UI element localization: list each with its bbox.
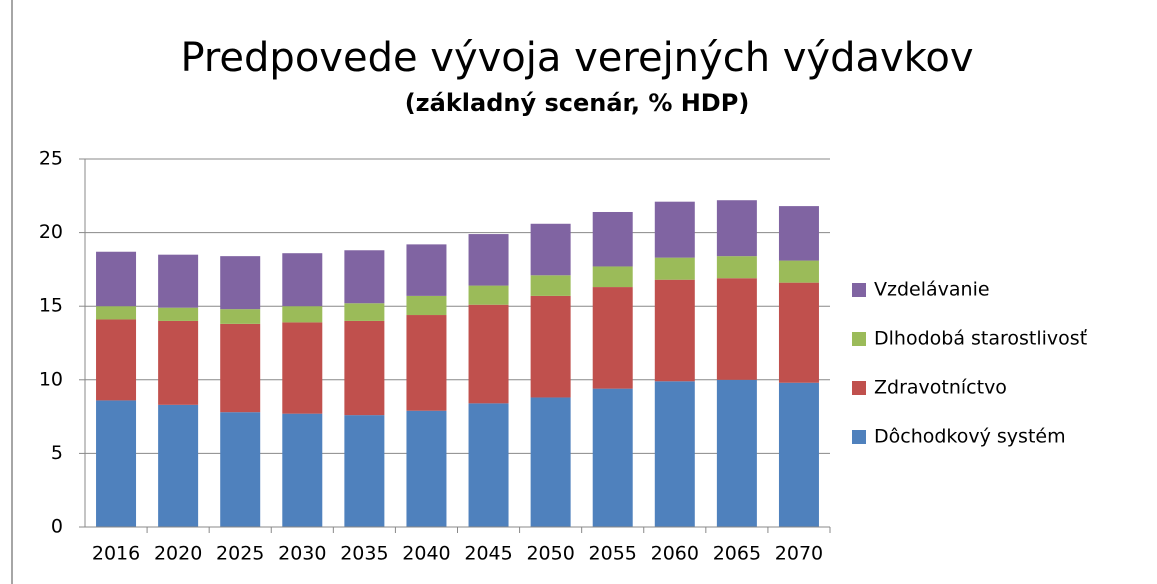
legend-label: Dlhodobá starostlivosť (874, 328, 1088, 350)
bar-segment (592, 211, 633, 267)
chart-title: Predpovede vývoja verejných výdavkov (180, 35, 973, 81)
legend-label: Zdravotníctvo (874, 377, 1007, 399)
x-tick-label: 2060 (651, 543, 699, 565)
y-tick-label: 10 (39, 368, 63, 390)
y-tick-label: 0 (51, 516, 63, 538)
x-tick-label: 2016 (92, 543, 140, 565)
bar-segment (530, 275, 571, 296)
bar-segment (716, 200, 757, 257)
x-tick-label: 2040 (402, 543, 450, 565)
legend-swatch (852, 283, 866, 297)
bar-segment (530, 397, 571, 527)
bar-segment (96, 400, 137, 527)
bar-segment (220, 412, 261, 527)
bar-segment (406, 244, 447, 296)
x-tick-label: 2020 (154, 543, 202, 565)
legend-swatch (852, 332, 866, 346)
x-tick-label: 2050 (526, 543, 574, 565)
bar-segment (654, 381, 695, 527)
y-tick-label: 25 (39, 148, 63, 170)
chart-subtitle: (základný scenár, % HDP) (405, 89, 750, 117)
bar-segment (778, 206, 819, 261)
bar-segment (158, 307, 199, 321)
x-tick-label: 2045 (464, 543, 512, 565)
bar-segment (282, 413, 323, 527)
bar-segment (592, 287, 633, 389)
bar-segment (592, 266, 633, 288)
bar-segment (282, 322, 323, 414)
bar-segment (220, 309, 261, 324)
legend-swatch (852, 381, 866, 395)
bar-segment (344, 250, 385, 304)
legend-label: Vzdelávanie (874, 279, 990, 301)
bar-segment (96, 319, 137, 401)
x-tick-label: 2025 (216, 543, 264, 565)
y-tick-label: 20 (39, 221, 63, 243)
bar-segment (220, 256, 261, 310)
bar-segment (344, 415, 385, 527)
bar-segment (716, 256, 757, 279)
bar-segment (778, 282, 819, 383)
x-tick-label: 2030 (278, 543, 326, 565)
x-tick-label: 2035 (340, 543, 388, 565)
bar-segment (406, 295, 447, 316)
bar-segment (220, 323, 261, 413)
bar-segment (716, 278, 757, 380)
bar-segment (530, 295, 571, 398)
bar-segment (344, 303, 385, 321)
bar-segment (158, 320, 199, 405)
bar-segment (654, 257, 695, 280)
bar-segment (158, 404, 199, 527)
bar-segment (778, 260, 819, 283)
bar-segment (716, 379, 757, 527)
bar-segment (344, 320, 385, 416)
bar-segment (282, 253, 323, 307)
y-tick-label: 15 (39, 295, 63, 317)
bar-segment (468, 403, 509, 527)
x-tick-label: 2065 (713, 543, 761, 565)
bar-segment (468, 285, 509, 305)
legend-label: Dôchodkový systém (874, 426, 1066, 448)
bar-segment (778, 382, 819, 527)
y-tick-label: 5 (51, 442, 63, 464)
x-tick-label: 2055 (589, 543, 637, 565)
bar-segment (96, 306, 137, 320)
bar-segment (530, 223, 571, 276)
bar-segment (282, 306, 323, 323)
bar-segment (158, 254, 199, 308)
bar-segment (406, 315, 447, 411)
bar-segment (406, 410, 447, 527)
legend-swatch (852, 430, 866, 444)
bar-segment (468, 304, 509, 404)
bar-segment (592, 388, 633, 527)
bar-segment (654, 279, 695, 382)
bar-segment (96, 251, 137, 307)
x-tick-label: 2070 (775, 543, 823, 565)
bar-segment (654, 201, 695, 258)
bar-segment (468, 234, 509, 286)
